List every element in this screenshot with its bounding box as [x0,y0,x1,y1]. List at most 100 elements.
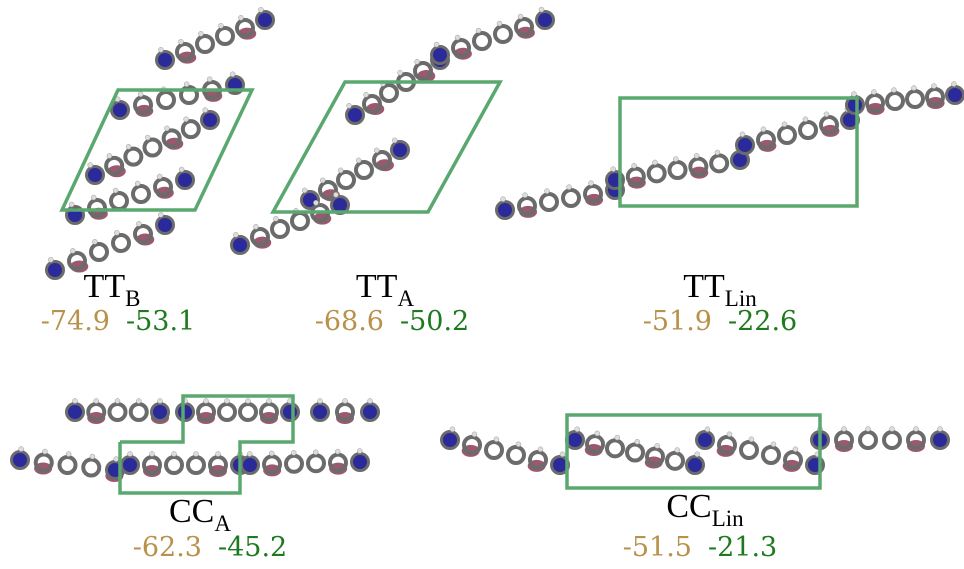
hydrogen [318,399,323,404]
nitrogen-lobe [538,13,552,27]
ring [338,172,354,188]
ring [381,85,397,101]
nitrogen-lobe [348,108,362,122]
ring [508,447,524,463]
hydrogen [931,84,936,89]
hydrogen [749,437,754,442]
hydrogen [145,135,150,140]
ring [125,149,141,165]
hydrogen [694,153,699,158]
ring [219,404,235,420]
nitrogen-lobe [353,455,367,469]
hydrogen [204,399,209,404]
hydrogen [824,112,829,117]
hydrogen [374,148,379,153]
hydrogen [267,399,272,404]
hydrogen [538,447,543,452]
hydrogen [207,77,212,82]
hydrogen [135,181,140,186]
nitrogen-lobe [123,458,137,472]
label-main: TT [84,268,126,305]
hydrogen [184,82,189,87]
nitrogen-lobe [933,433,947,447]
hydrogen [273,216,278,221]
hydrogen [851,92,856,97]
hydrogen [727,432,732,437]
nitrogen-lobe [363,405,377,419]
hydrogen [891,88,896,93]
hydrogen [655,443,660,448]
ring [197,36,213,52]
figure: TTB-74.9-53.1TTA-68.6-50.2TTLin-51.9-22.… [0,0,964,569]
hydrogen [472,432,477,437]
hydrogen [914,427,919,432]
ring [711,155,727,171]
hydrogen [246,399,251,404]
hydrogen [611,167,616,172]
hydrogen [172,452,177,457]
hydrogen [715,150,720,155]
hydrogen [128,452,133,457]
nitrogen-lobe [283,405,297,419]
nitrogen-lobe [733,153,747,167]
hydrogen [803,117,808,122]
hydrogen [476,28,481,33]
label-main: CC [169,493,214,530]
hydrogen [253,224,258,229]
ring [860,432,876,448]
ring [158,92,174,108]
ring [763,447,779,463]
ring [111,193,127,209]
hydrogen [615,435,620,440]
nitrogen-lobe [948,88,962,102]
hydrogen [150,452,155,457]
nitrogen-lobe [178,405,192,419]
nitrogen-lobe [688,458,702,472]
nitrogen-lobe [48,263,62,277]
hydrogen [450,427,455,432]
hydrogen [126,144,131,149]
hydrogen [247,452,252,457]
hydrogen [88,163,93,168]
hydrogen [73,399,78,404]
hydrogen [364,92,369,97]
cell-cc-lin [567,415,820,488]
hydrogen [516,442,521,447]
ring [60,457,76,473]
value-dispersion: -22.6 [728,306,797,337]
value-total: -51.5 [623,532,692,563]
nitrogen-lobe [158,53,172,67]
value-total: -68.6 [315,306,384,337]
hydrogen [269,451,274,456]
hydrogen [434,42,439,47]
nitrogen-lobe [393,143,407,157]
hydrogen [158,212,163,217]
hydrogen [90,454,95,459]
hydrogen [494,437,499,442]
hydrogen [343,399,348,404]
value-dispersion: -53.1 [126,306,195,337]
label-main: TT [683,268,725,305]
nitrogen-lobe [243,458,257,472]
ring [741,442,757,458]
nitrogen-lobe [843,113,857,127]
hydrogen [890,427,895,432]
ring [541,194,557,210]
hydrogen [230,72,235,77]
ring [356,162,372,178]
ring [240,404,256,420]
hydrogen [545,189,550,194]
hydrogen [415,59,420,64]
hydrogen [635,439,640,444]
hydrogen [652,160,657,165]
hydrogen [335,449,340,454]
ring [667,453,683,469]
ring [474,33,490,49]
hydrogen [114,230,119,235]
hydrogen [66,452,71,457]
panel-label: TTA [356,268,415,311]
hydrogen [136,399,141,404]
nitrogen-lobe [498,203,512,217]
hydrogen [92,239,97,244]
ring [495,26,511,42]
